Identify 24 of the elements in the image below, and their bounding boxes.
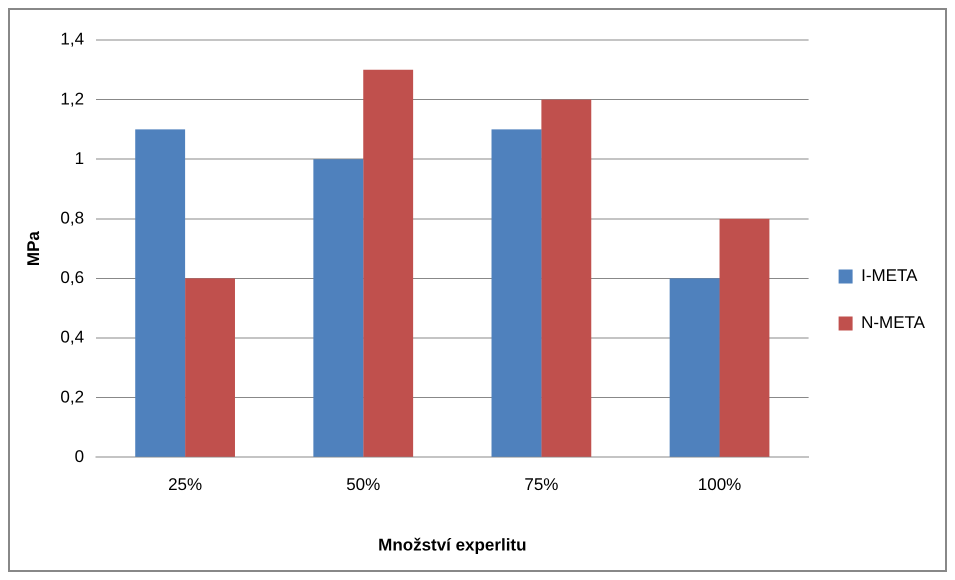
y-tick-label: 0,6 bbox=[60, 268, 84, 288]
y-axis-title: MPa bbox=[24, 230, 43, 266]
y-tick-label: 1,4 bbox=[60, 30, 84, 49]
bar bbox=[363, 70, 414, 457]
x-tick-label: 100% bbox=[698, 475, 742, 494]
bar bbox=[720, 218, 770, 457]
x-tick-label: 25% bbox=[168, 475, 202, 494]
x-tick-label: 50% bbox=[346, 475, 380, 494]
y-tick-label: 0,4 bbox=[60, 328, 84, 347]
bar bbox=[185, 278, 235, 457]
y-tick-label: 0,8 bbox=[60, 208, 84, 228]
y-tick-label: 1,2 bbox=[60, 89, 84, 108]
y-tick-label: 0 bbox=[74, 446, 84, 466]
bar bbox=[541, 100, 592, 457]
y-tick-label: 1 bbox=[74, 148, 84, 168]
bar bbox=[135, 129, 186, 457]
legend-label: I-META bbox=[861, 266, 918, 286]
y-tick-label: 0,2 bbox=[60, 387, 84, 406]
bar bbox=[313, 159, 364, 457]
x-axis-title: Množství experlitu bbox=[378, 535, 526, 554]
legend-label: N-META bbox=[861, 313, 926, 332]
x-tick-label: 75% bbox=[524, 475, 558, 494]
bar bbox=[670, 278, 720, 457]
bar bbox=[492, 129, 542, 457]
